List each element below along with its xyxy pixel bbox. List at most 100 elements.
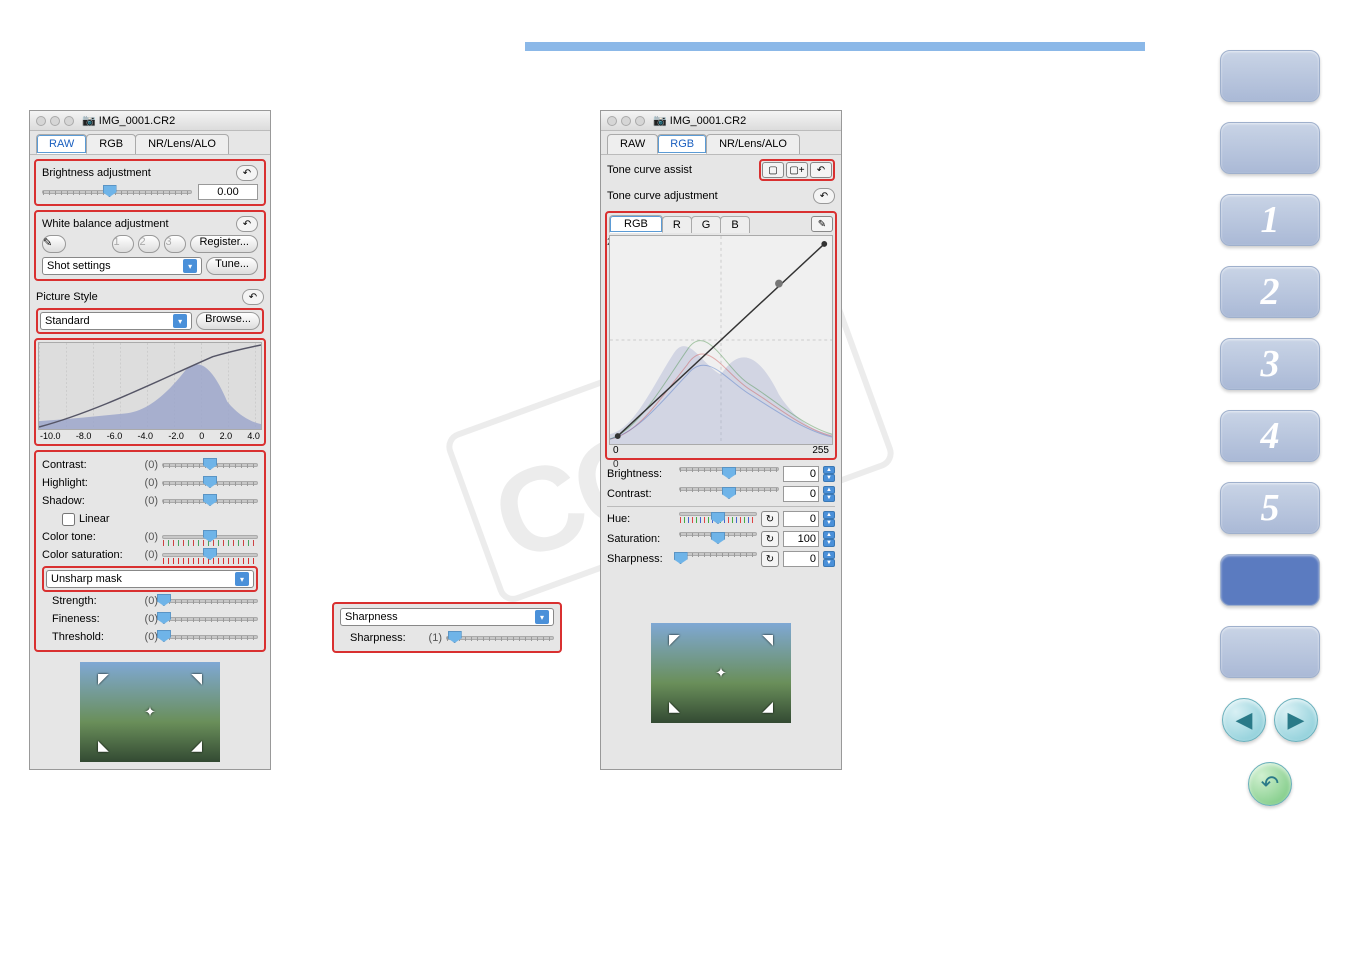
- contrast-num[interactable]: 0: [783, 486, 819, 502]
- unsharp-select[interactable]: Unsharp mask▾: [46, 570, 254, 588]
- hue-num[interactable]: 0: [783, 511, 819, 527]
- wb-preset-2[interactable]: 2: [138, 235, 160, 253]
- dropdown-icon: ▾: [535, 610, 549, 624]
- dropdown-icon: ▾: [235, 572, 249, 586]
- sharpness-select[interactable]: Sharpness▾: [340, 608, 554, 626]
- nav-se-icon[interactable]: ◢: [762, 698, 773, 715]
- brightness-slider[interactable]: [42, 185, 192, 199]
- sharpness-slider[interactable]: [446, 631, 554, 645]
- rgb-values: Brightness: 0 ▲▼ Contrast: 0 ▲▼ Hue: ↻ 0…: [601, 460, 841, 573]
- tcadj-label: Tone curve adjustment: [607, 190, 718, 202]
- tab-raw[interactable]: RAW: [607, 134, 658, 154]
- brightness-section: Brightness adjustment ↶ 0.00: [34, 159, 266, 206]
- wb-preset-1[interactable]: 1: [112, 235, 134, 253]
- wb-preset-3[interactable]: 3: [164, 235, 186, 253]
- wb-register-button[interactable]: Register...: [190, 235, 258, 253]
- tab-raw[interactable]: RAW: [36, 134, 87, 154]
- ps-select[interactable]: Standard ▾: [40, 312, 192, 330]
- tab-rgb[interactable]: RGB: [657, 134, 707, 154]
- tabs-raw: RAW RGB NR/Lens/ALO: [30, 131, 270, 155]
- tab-nr[interactable]: NR/Lens/ALO: [135, 134, 229, 154]
- hue-spinner[interactable]: ▲▼: [823, 511, 835, 527]
- histogram-section: -10.0-8.0-6.0-4.0-2.002.04.0: [34, 338, 266, 446]
- sharpness-reset[interactable]: ↻: [761, 551, 779, 567]
- nav-center-icon[interactable]: ✦: [715, 665, 727, 682]
- nav-5[interactable]: 5: [1220, 482, 1320, 534]
- ps-undo-button[interactable]: ↶: [242, 289, 264, 305]
- rgb-palette: 📷 IMG_0001.CR2 RAW RGB NR/Lens/ALO Tone …: [600, 110, 842, 770]
- nav-nw-icon[interactable]: ◤: [98, 670, 109, 687]
- nav-sw-icon[interactable]: ◣: [98, 737, 109, 754]
- threshold-slider[interactable]: [162, 630, 258, 644]
- shadow-slider[interactable]: [162, 494, 258, 508]
- tca-btn3[interactable]: ↶: [810, 162, 832, 178]
- wb-undo-button[interactable]: ↶: [236, 216, 258, 232]
- highlight-slider[interactable]: [162, 476, 258, 490]
- ps-browse-button[interactable]: Browse...: [196, 312, 260, 330]
- colortone-slider[interactable]: [162, 530, 258, 544]
- wb-shot-select[interactable]: Shot settings ▾: [42, 257, 202, 275]
- page-nav: 1 2 3 4 5 ◀ ▶ ↶: [1220, 50, 1320, 806]
- brightness-slider2[interactable]: [679, 467, 779, 481]
- chan-g[interactable]: G: [691, 216, 722, 233]
- nav-2[interactable]: 2: [1220, 266, 1320, 318]
- preview-nav2[interactable]: ◤ ◥ ✦ ◣ ◢: [651, 623, 791, 723]
- sharpness-row: Sharpness:(1): [340, 629, 554, 647]
- brightness-num[interactable]: 0: [783, 466, 819, 482]
- chan-b[interactable]: B: [720, 216, 749, 233]
- wb-tune-button[interactable]: Tune...: [206, 257, 258, 275]
- linear-checkbox[interactable]: [62, 513, 75, 526]
- nav-nw-icon[interactable]: ◤: [669, 631, 680, 648]
- window-title: 📷 IMG_0001.CR2: [82, 114, 175, 127]
- fineness-slider[interactable]: [162, 612, 258, 626]
- nav-active[interactable]: [1220, 554, 1320, 606]
- saturation-num[interactable]: 100: [783, 531, 819, 547]
- tca-btn1[interactable]: ▢: [762, 162, 784, 178]
- brightness-spinner[interactable]: ▲▼: [823, 466, 835, 482]
- hue-reset[interactable]: ↻: [761, 511, 779, 527]
- tca-btn2[interactable]: ▢+: [786, 162, 808, 178]
- nav-4[interactable]: 4: [1220, 410, 1320, 462]
- traffic-lights[interactable]: [607, 116, 645, 126]
- tab-rgb[interactable]: RGB: [86, 134, 136, 154]
- contrast-spinner[interactable]: ▲▼: [823, 486, 835, 502]
- hue-slider[interactable]: [679, 512, 757, 526]
- next-page-button[interactable]: ▶: [1274, 698, 1318, 742]
- saturation-slider[interactable]: [679, 532, 757, 546]
- tca-row: Tone curve assist ▢ ▢+ ↶: [601, 155, 841, 188]
- nav-ne-icon[interactable]: ◥: [191, 670, 202, 687]
- chan-r[interactable]: R: [662, 216, 692, 233]
- nav-empty-bottom[interactable]: [1220, 626, 1320, 678]
- preview-nav[interactable]: ◤ ◥ ✦ ◣ ◢: [80, 662, 220, 762]
- histo-axis: -10.0-8.0-6.0-4.0-2.002.04.0: [38, 430, 262, 442]
- nav-sw-icon[interactable]: ◣: [669, 698, 680, 715]
- prev-page-button[interactable]: ◀: [1222, 698, 1266, 742]
- nav-ne-icon[interactable]: ◥: [762, 631, 773, 648]
- saturation-reset[interactable]: ↻: [761, 531, 779, 547]
- brightness-undo-button[interactable]: ↶: [236, 165, 258, 181]
- strength-slider[interactable]: [162, 594, 258, 608]
- nav-se-icon[interactable]: ◢: [191, 737, 202, 754]
- saturation-spinner[interactable]: ▲▼: [823, 531, 835, 547]
- return-button[interactable]: ↶: [1248, 762, 1292, 806]
- nav-empty-2[interactable]: [1220, 122, 1320, 174]
- tone-curve[interactable]: [609, 235, 833, 445]
- colorsat-slider[interactable]: [162, 548, 258, 562]
- nav-3[interactable]: 3: [1220, 338, 1320, 390]
- traffic-lights[interactable]: [36, 116, 74, 126]
- nav-center-icon[interactable]: ✦: [144, 704, 156, 721]
- nav-1[interactable]: 1: [1220, 194, 1320, 246]
- brightness-label-row: Brightness adjustment ↶: [42, 165, 258, 181]
- chan-rgb[interactable]: RGB: [609, 215, 663, 233]
- eyedropper-button[interactable]: ✎: [42, 235, 66, 253]
- contrast-slider[interactable]: [162, 458, 258, 472]
- nav-empty-top[interactable]: [1220, 50, 1320, 102]
- pencil-icon[interactable]: ✎: [811, 216, 833, 232]
- sharpness-spinner[interactable]: ▲▼: [823, 551, 835, 567]
- histogram[interactable]: [38, 342, 262, 430]
- tab-nr[interactable]: NR/Lens/ALO: [706, 134, 800, 154]
- contrast-slider2[interactable]: [679, 487, 779, 501]
- tcadj-undo[interactable]: ↶: [813, 188, 835, 204]
- sharpness-slider2[interactable]: [679, 552, 757, 566]
- sharpness-num[interactable]: 0: [783, 551, 819, 567]
